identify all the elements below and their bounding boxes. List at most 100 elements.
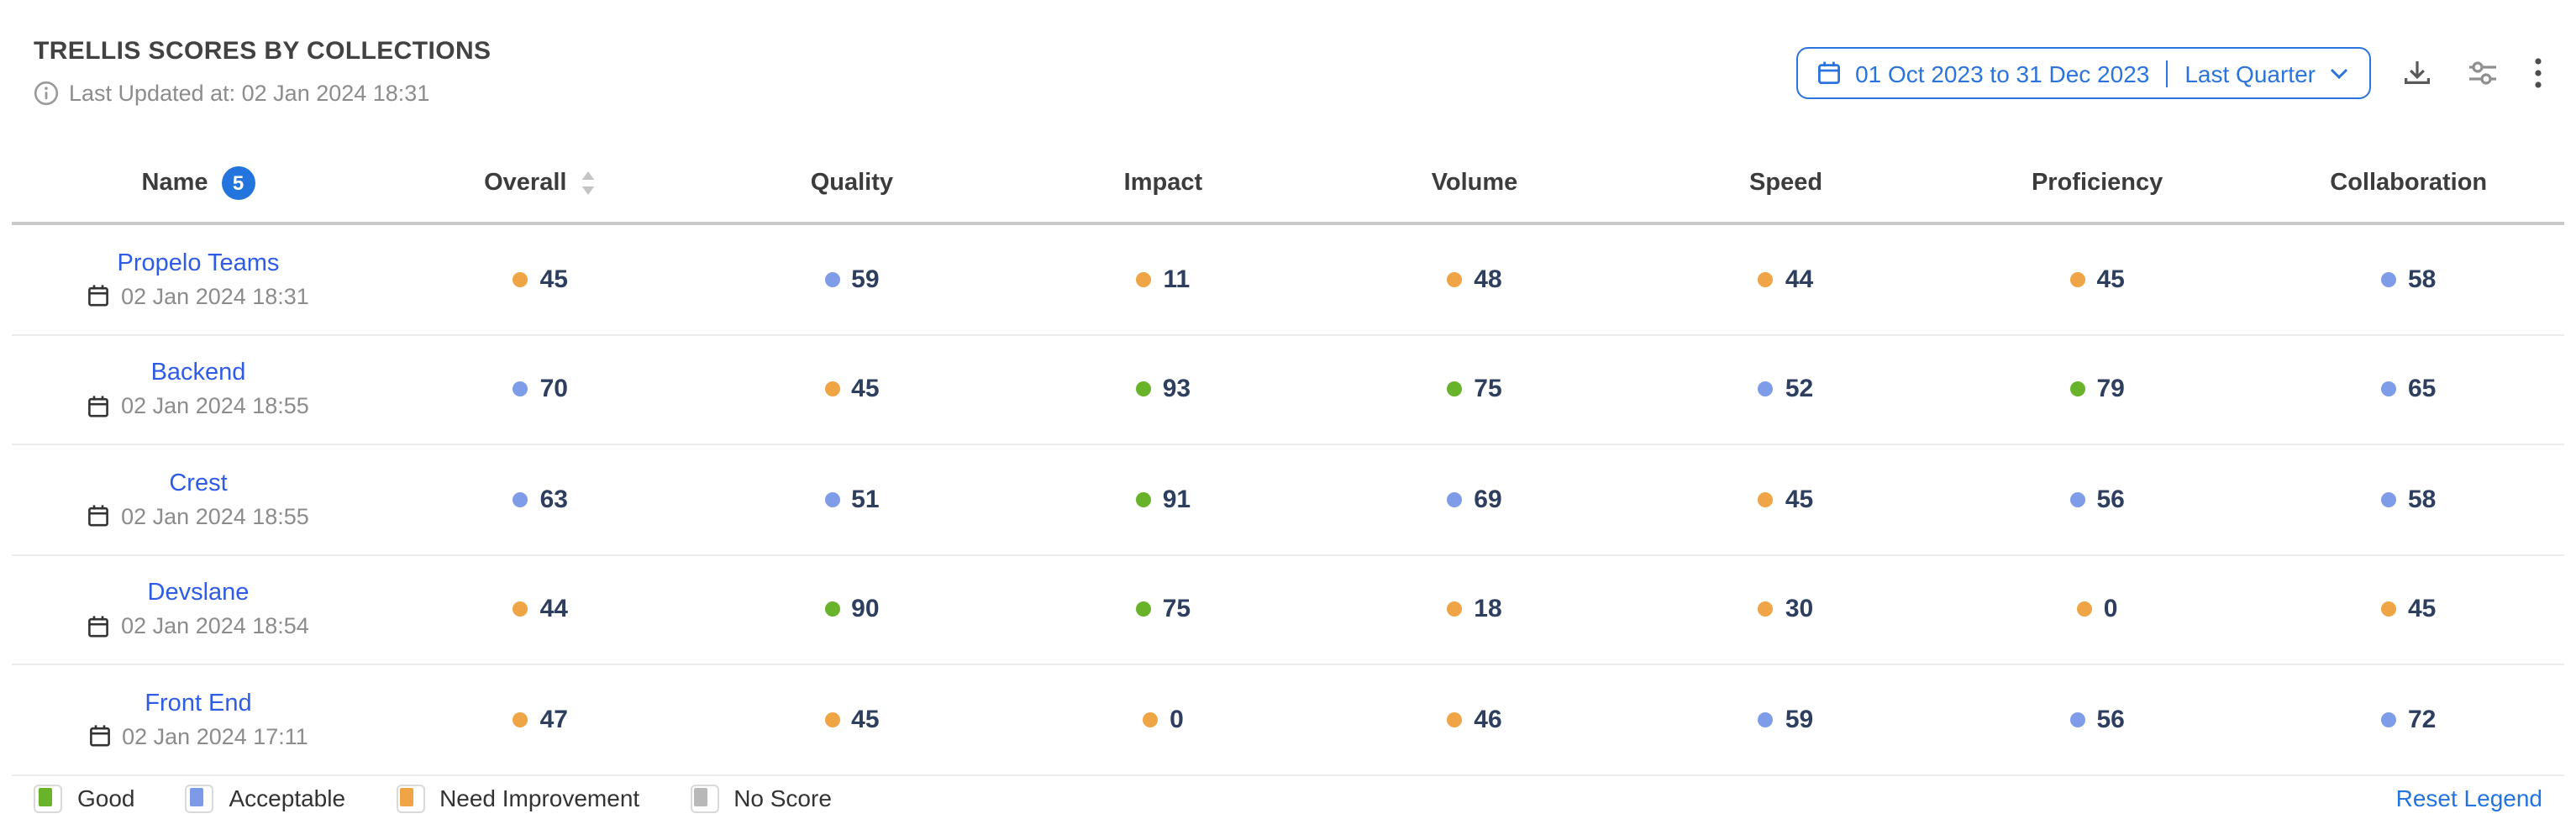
score-cell: 51 [697, 486, 1008, 514]
score-value: 69 [1474, 485, 1502, 514]
score-cell: 45 [2253, 596, 2564, 624]
score-value: 44 [1785, 265, 1814, 294]
table-header-row: Name 5 Overall Quality Impact Volume Spe… [12, 144, 2564, 225]
score-dot [1447, 601, 1463, 617]
row-date: 02 Jan 2024 18:55 [121, 393, 309, 419]
score-dot [824, 711, 840, 727]
score-value: 79 [2096, 375, 2125, 404]
score-value: 0 [2103, 595, 2118, 624]
score-value: 46 [1474, 705, 1502, 734]
team-link[interactable]: Backend [150, 360, 246, 387]
column-header-name: Name 5 [12, 166, 385, 200]
legend-item[interactable]: No Score [690, 784, 832, 812]
column-header-overall[interactable]: Overall [385, 170, 697, 197]
header-controls: 01 Oct 2023 to 31 Dec 2023 Last Quarter [1796, 47, 2546, 99]
info-icon [34, 81, 59, 106]
legend: Good Acceptable Need Improvement No Scor… [34, 756, 2542, 840]
score-cell: 75 [1007, 596, 1319, 624]
score-value: 45 [539, 265, 568, 294]
name-cell: Devslane 02 Jan 2024 18:54 [12, 580, 385, 639]
kebab-menu-button[interactable] [2531, 54, 2546, 92]
row-date-line: 02 Jan 2024 18:55 [87, 504, 309, 529]
sort-carets-icon[interactable] [580, 170, 597, 197]
column-label: Quality [810, 170, 893, 197]
row-date: 02 Jan 2024 18:31 [121, 283, 309, 309]
widget-settings-button[interactable] [2463, 55, 2502, 91]
score-value: 45 [2408, 595, 2437, 624]
score-value: 93 [1162, 375, 1191, 404]
name-cell: Front End 02 Jan 2024 17:11 [12, 690, 385, 749]
score-cell: 52 [1630, 375, 1942, 404]
score-cell: 93 [1007, 375, 1319, 404]
page-title: TRELLIS SCORES BY COLLECTIONS [34, 37, 492, 66]
score-value: 91 [1162, 485, 1191, 514]
table-row: Backend 02 Jan 2024 18:55 70 45 93 [12, 335, 2564, 445]
download-icon [2405, 61, 2430, 84]
score-value: 52 [1785, 375, 1814, 404]
score-dot [2069, 711, 2085, 727]
column-label: Name [141, 170, 208, 197]
legend-item[interactable]: Acceptable [185, 784, 346, 812]
score-dot [2381, 271, 2396, 287]
team-link[interactable]: Propelo Teams [117, 249, 280, 277]
column-label: Overall [484, 170, 567, 197]
title-block: TRELLIS SCORES BY COLLECTIONS Last Updat… [34, 37, 491, 106]
score-dot [2069, 271, 2085, 287]
score-cell: 72 [2253, 706, 2564, 734]
score-cell: 75 [1319, 375, 1631, 404]
score-dot [1758, 601, 1774, 617]
score-cell: 91 [1007, 486, 1319, 514]
row-date-line: 02 Jan 2024 17:11 [88, 724, 308, 749]
column-label: Proficiency [2031, 170, 2163, 197]
legend-label: Acceptable [229, 785, 346, 811]
row-date: 02 Jan 2024 18:54 [121, 613, 309, 639]
name-cell: Crest 02 Jan 2024 18:55 [12, 470, 385, 529]
reset-legend-link[interactable]: Reset Legend [2395, 785, 2542, 811]
row-date: 02 Jan 2024 18:55 [121, 503, 309, 529]
kebab-menu-icon [2535, 58, 2542, 88]
legend-label: No Score [733, 785, 832, 811]
score-value: 44 [539, 595, 568, 624]
score-cell: 56 [1942, 706, 2253, 734]
score-dot [513, 491, 528, 507]
team-link[interactable]: Front End [145, 690, 252, 717]
score-dot [2381, 491, 2396, 507]
score-cell: 48 [1319, 265, 1631, 294]
score-value: 11 [1163, 265, 1191, 294]
score-value: 18 [1474, 595, 1502, 624]
score-cell: 11 [1007, 265, 1319, 294]
column-header-volume: Volume [1319, 170, 1631, 197]
date-separator [2166, 60, 2169, 87]
row-date-line: 02 Jan 2024 18:55 [87, 394, 309, 419]
table-row: Propelo Teams 02 Jan 2024 18:31 45 59 11 [12, 225, 2564, 335]
score-dot [824, 271, 840, 287]
column-header-impact: Impact [1007, 170, 1319, 197]
date-range-picker[interactable]: 01 Oct 2023 to 31 Dec 2023 Last Quarter [1796, 47, 2371, 99]
score-value: 51 [851, 485, 880, 514]
score-cell: 45 [1942, 265, 2253, 294]
legend-item[interactable]: Need Improvement [396, 784, 639, 812]
score-dot [2381, 711, 2396, 727]
team-link[interactable]: Crest [169, 470, 228, 497]
scores-table: Name 5 Overall Quality Impact Volume Spe… [12, 144, 2564, 775]
score-value: 56 [2096, 485, 2125, 514]
score-value: 58 [2408, 265, 2437, 294]
score-dot [1758, 381, 1774, 397]
score-dot [2076, 601, 2092, 617]
score-cell: 46 [1319, 706, 1631, 734]
download-button[interactable] [2400, 55, 2435, 91]
calendar-icon [88, 285, 109, 307]
team-link[interactable]: Devslane [147, 580, 250, 607]
score-dot [1143, 711, 1159, 727]
score-cell: 65 [2253, 375, 2564, 404]
score-dot [513, 601, 528, 617]
score-dot [2069, 381, 2085, 397]
score-value: 56 [2096, 705, 2125, 734]
score-value: 47 [539, 705, 568, 734]
score-dot [1136, 271, 1152, 287]
legend-item[interactable]: Good [34, 784, 135, 812]
calendar-icon [89, 725, 110, 747]
widget-header: TRELLIS SCORES BY COLLECTIONS Last Updat… [0, 0, 2576, 144]
score-dot [2069, 491, 2085, 507]
